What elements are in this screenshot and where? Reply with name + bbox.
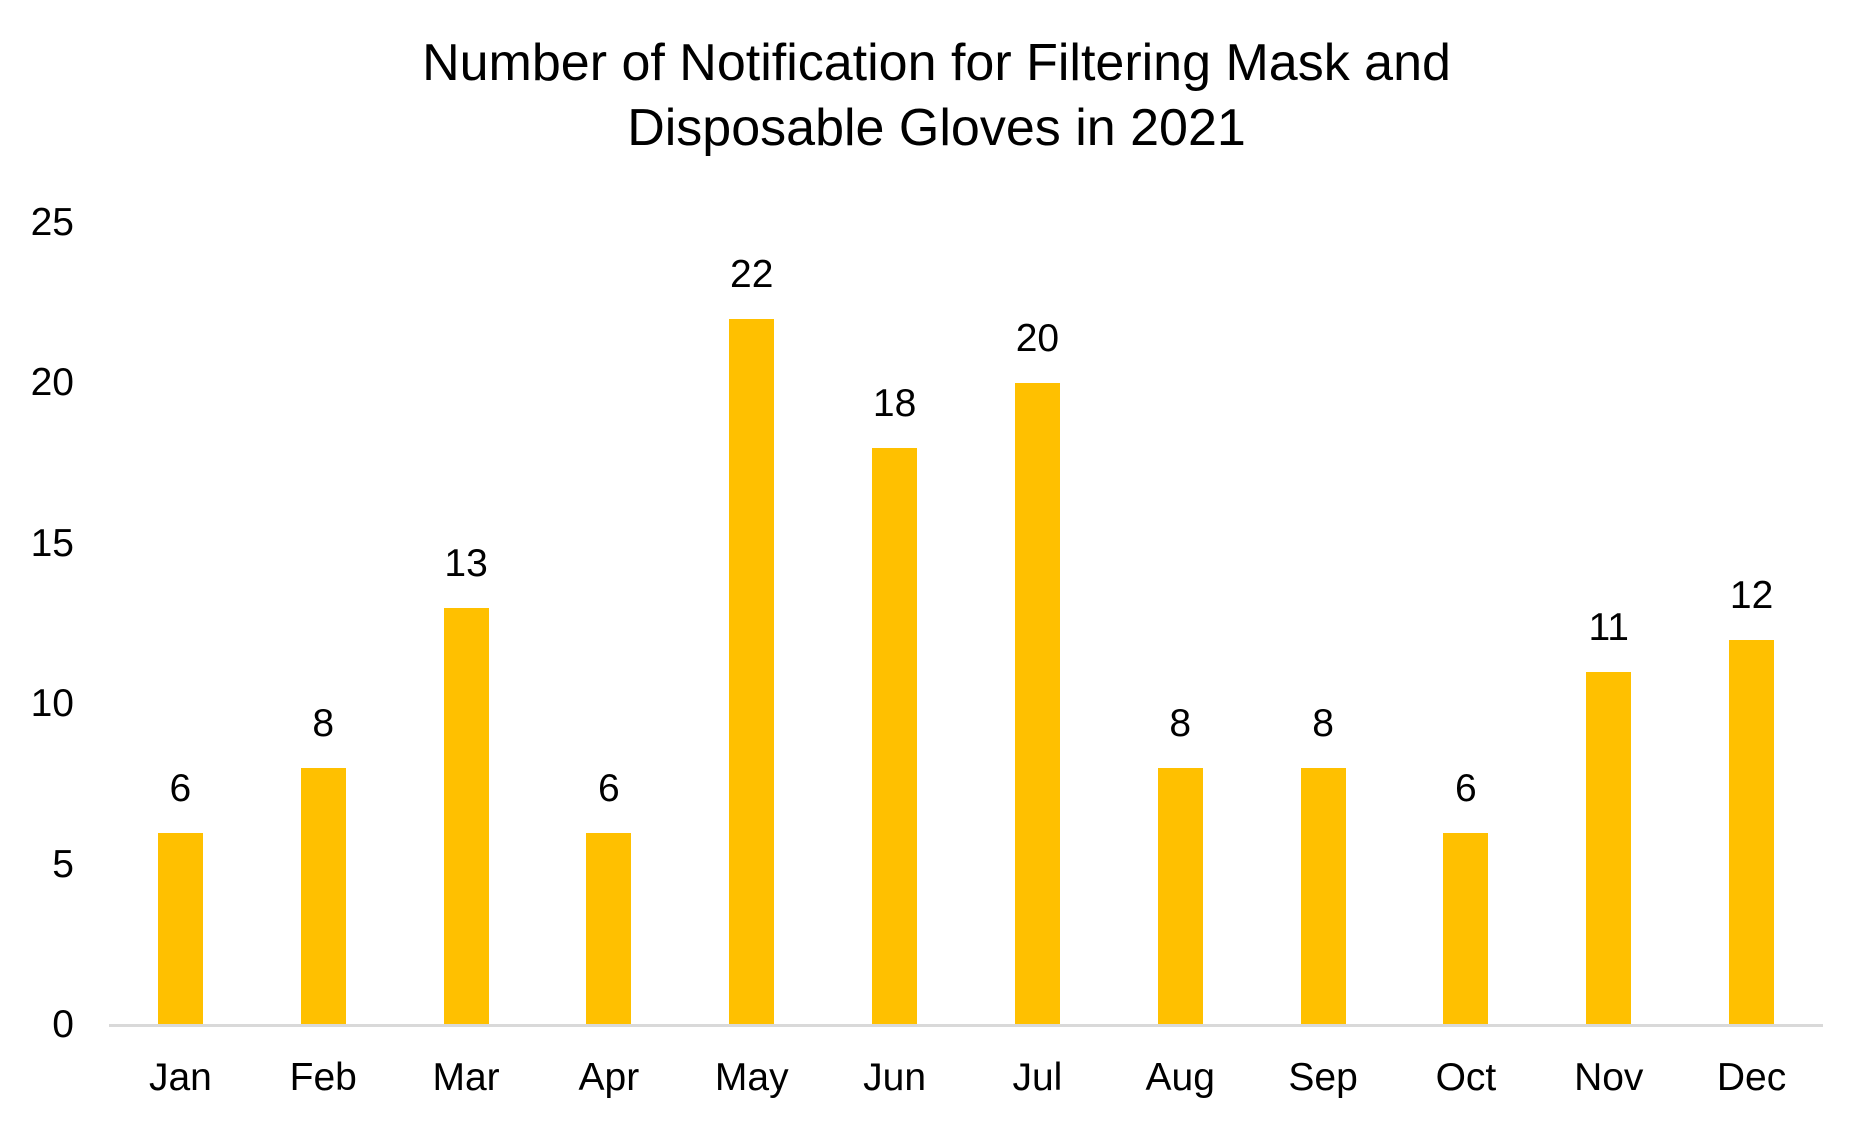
x-tick-label-nov: Nov: [1574, 1056, 1644, 1099]
y-tick-label-5: 5: [52, 842, 74, 886]
y-tick-label-0: 0: [52, 1003, 74, 1046]
data-label-jun: 18: [872, 381, 917, 425]
data-label-feb: 8: [312, 702, 335, 746]
x-tick-label-jul: Jul: [1012, 1056, 1063, 1099]
bar-jul: [1014, 383, 1060, 1025]
bar-sep: [1300, 768, 1346, 1025]
data-label-may: 22: [730, 253, 774, 297]
bar-jun: [872, 447, 918, 1025]
y-tick-label-25: 25: [30, 201, 74, 244]
x-tick-label-feb: Feb: [289, 1056, 357, 1099]
chart-title: Number of Notification for Filtering Mas…: [0, 31, 1873, 161]
x-axis-line: [109, 1024, 1823, 1027]
x-tick-label-jun: Jun: [863, 1056, 927, 1099]
bar-may: [729, 319, 775, 1025]
bar-aug: [1157, 768, 1203, 1025]
x-tick-label-aug: Aug: [1145, 1056, 1215, 1099]
data-label-mar: 13: [444, 541, 488, 585]
y-tick-label-20: 20: [30, 361, 74, 405]
x-tick-label-dec: Dec: [1716, 1056, 1787, 1099]
bar-mar: [443, 607, 489, 1025]
bar-jan: [157, 832, 203, 1025]
y-tick-label-10: 10: [30, 682, 74, 726]
x-tick-label-sep: Sep: [1288, 1056, 1358, 1099]
data-label-dec: 12: [1729, 574, 1774, 618]
y-tick-label-15: 15: [30, 521, 74, 565]
bar-nov: [1586, 672, 1632, 1025]
data-label-jan: 6: [169, 766, 192, 810]
data-label-nov: 11: [1588, 606, 1630, 650]
bar-apr: [586, 832, 632, 1025]
bar-oct: [1443, 832, 1489, 1025]
data-label-sep: 8: [1312, 702, 1334, 746]
data-label-apr: 6: [598, 766, 620, 810]
x-tick-label-oct: Oct: [1435, 1056, 1497, 1099]
bar-feb: [300, 768, 346, 1025]
chart-title-line-2: Disposable Gloves in 2021: [627, 99, 1246, 157]
data-label-aug: 8: [1169, 702, 1192, 746]
x-tick-label-may: May: [714, 1056, 789, 1099]
x-tick-label-jan: Jan: [148, 1056, 212, 1099]
data-label-oct: 6: [1455, 766, 1477, 810]
x-tick-label-apr: Apr: [578, 1056, 640, 1099]
chart-title-line-1: Number of Notification for Filtering Mas…: [422, 34, 1451, 92]
bar-dec: [1729, 640, 1775, 1025]
x-tick-label-mar: Mar: [432, 1056, 500, 1099]
data-label-jul: 20: [1015, 317, 1060, 361]
